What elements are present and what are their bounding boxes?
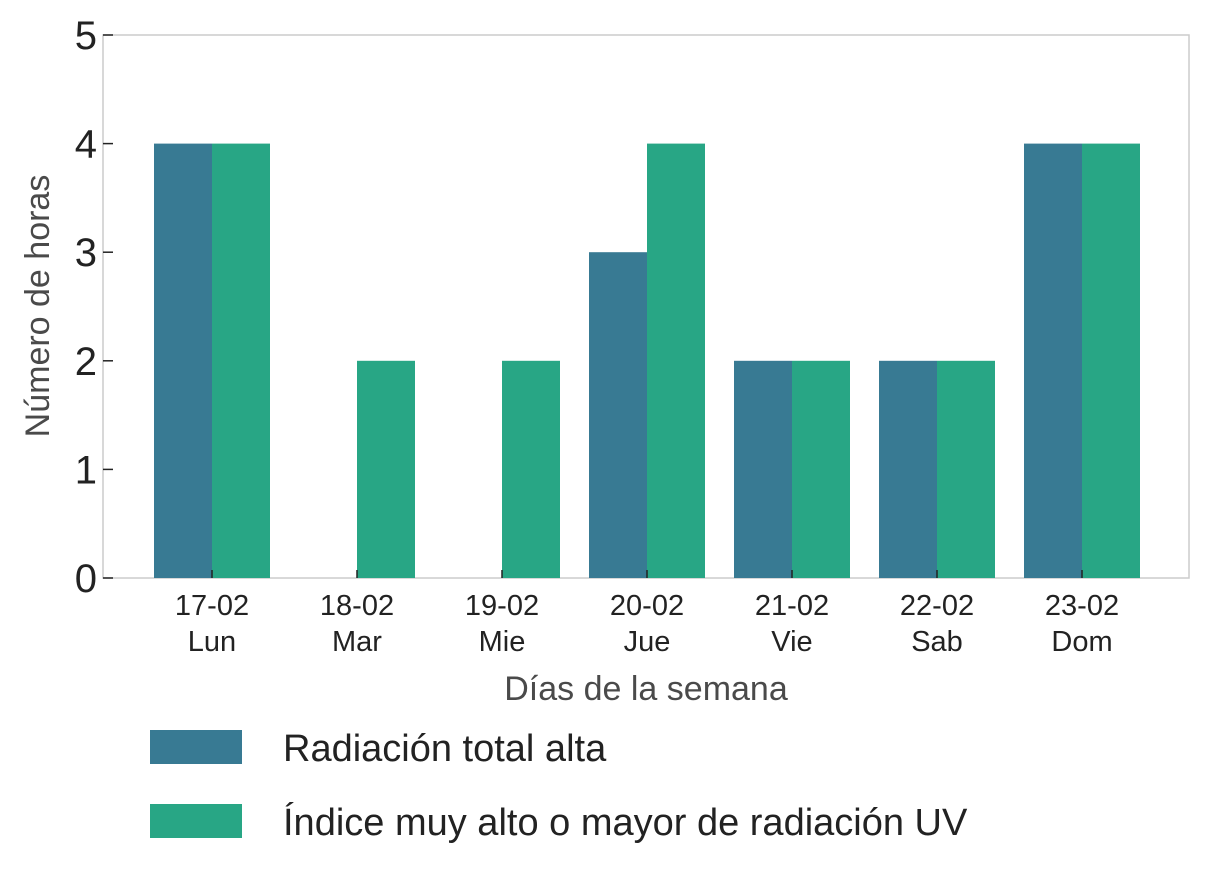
y-tick-label: 5 [75,14,97,58]
x-tick-label-day: Dom [1051,626,1112,658]
x-tick-label-date: 18-02 [320,590,394,622]
bar-22-02-series-1 [879,360,937,578]
bar-23-02-series-2 [1082,143,1140,578]
x-tick-label-day: Sab [911,626,963,658]
bars-group [154,143,1140,578]
y-tick-label: 2 [75,340,97,384]
x-tick-label-date: 23-02 [1045,590,1119,622]
x-tick-label-date: 22-02 [900,590,974,622]
x-tick-label-day: Lun [188,626,236,658]
bar-20-02-series-2 [647,143,705,578]
legend-swatch-1 [150,730,242,764]
bar-21-02-series-2 [792,360,850,578]
x-tick-label-day: Mar [332,626,382,658]
x-tick-label-day: Vie [771,626,812,658]
y-axis: 0 1 2 3 4 5 [75,14,113,601]
legend: Radiación total alta Índice muy alto o ma… [150,728,968,844]
bar-17-02-series-2 [212,143,270,578]
x-axis: 17-02 Lun 18-02 Mar 19-02 Mie 20-02 Jue 21-02 Vie… [175,570,1119,658]
x-tick-label-date: 21-02 [755,590,829,622]
legend-label-2: Índice muy alto o mayor de radiación UV [283,801,968,844]
bar-23-02-series-1 [1024,143,1082,578]
y-axis-title: Número de horas [19,175,57,438]
bar-22-02-series-2 [937,360,995,578]
y-tick-label: 1 [75,448,97,492]
y-tick-label: 3 [75,231,97,275]
legend-swatch-2 [150,804,242,838]
bar-19-02-series-2 [502,360,560,578]
bar-20-02-series-1 [589,252,647,578]
x-tick-label-day: Mie [479,626,526,658]
x-axis-title: Días de la semana [504,670,788,708]
x-tick-label-date: 20-02 [610,590,684,622]
legend-label-1: Radiación total alta [283,728,607,770]
bar-17-02-series-1 [154,143,212,578]
x-tick-label-date: 17-02 [175,590,249,622]
bar-18-02-series-2 [357,360,415,578]
y-tick-label: 0 [75,557,97,601]
x-tick-label-day: Jue [624,626,671,658]
y-tick-label: 4 [75,123,97,167]
bar-21-02-series-1 [734,360,792,578]
x-tick-label-date: 19-02 [465,590,539,622]
